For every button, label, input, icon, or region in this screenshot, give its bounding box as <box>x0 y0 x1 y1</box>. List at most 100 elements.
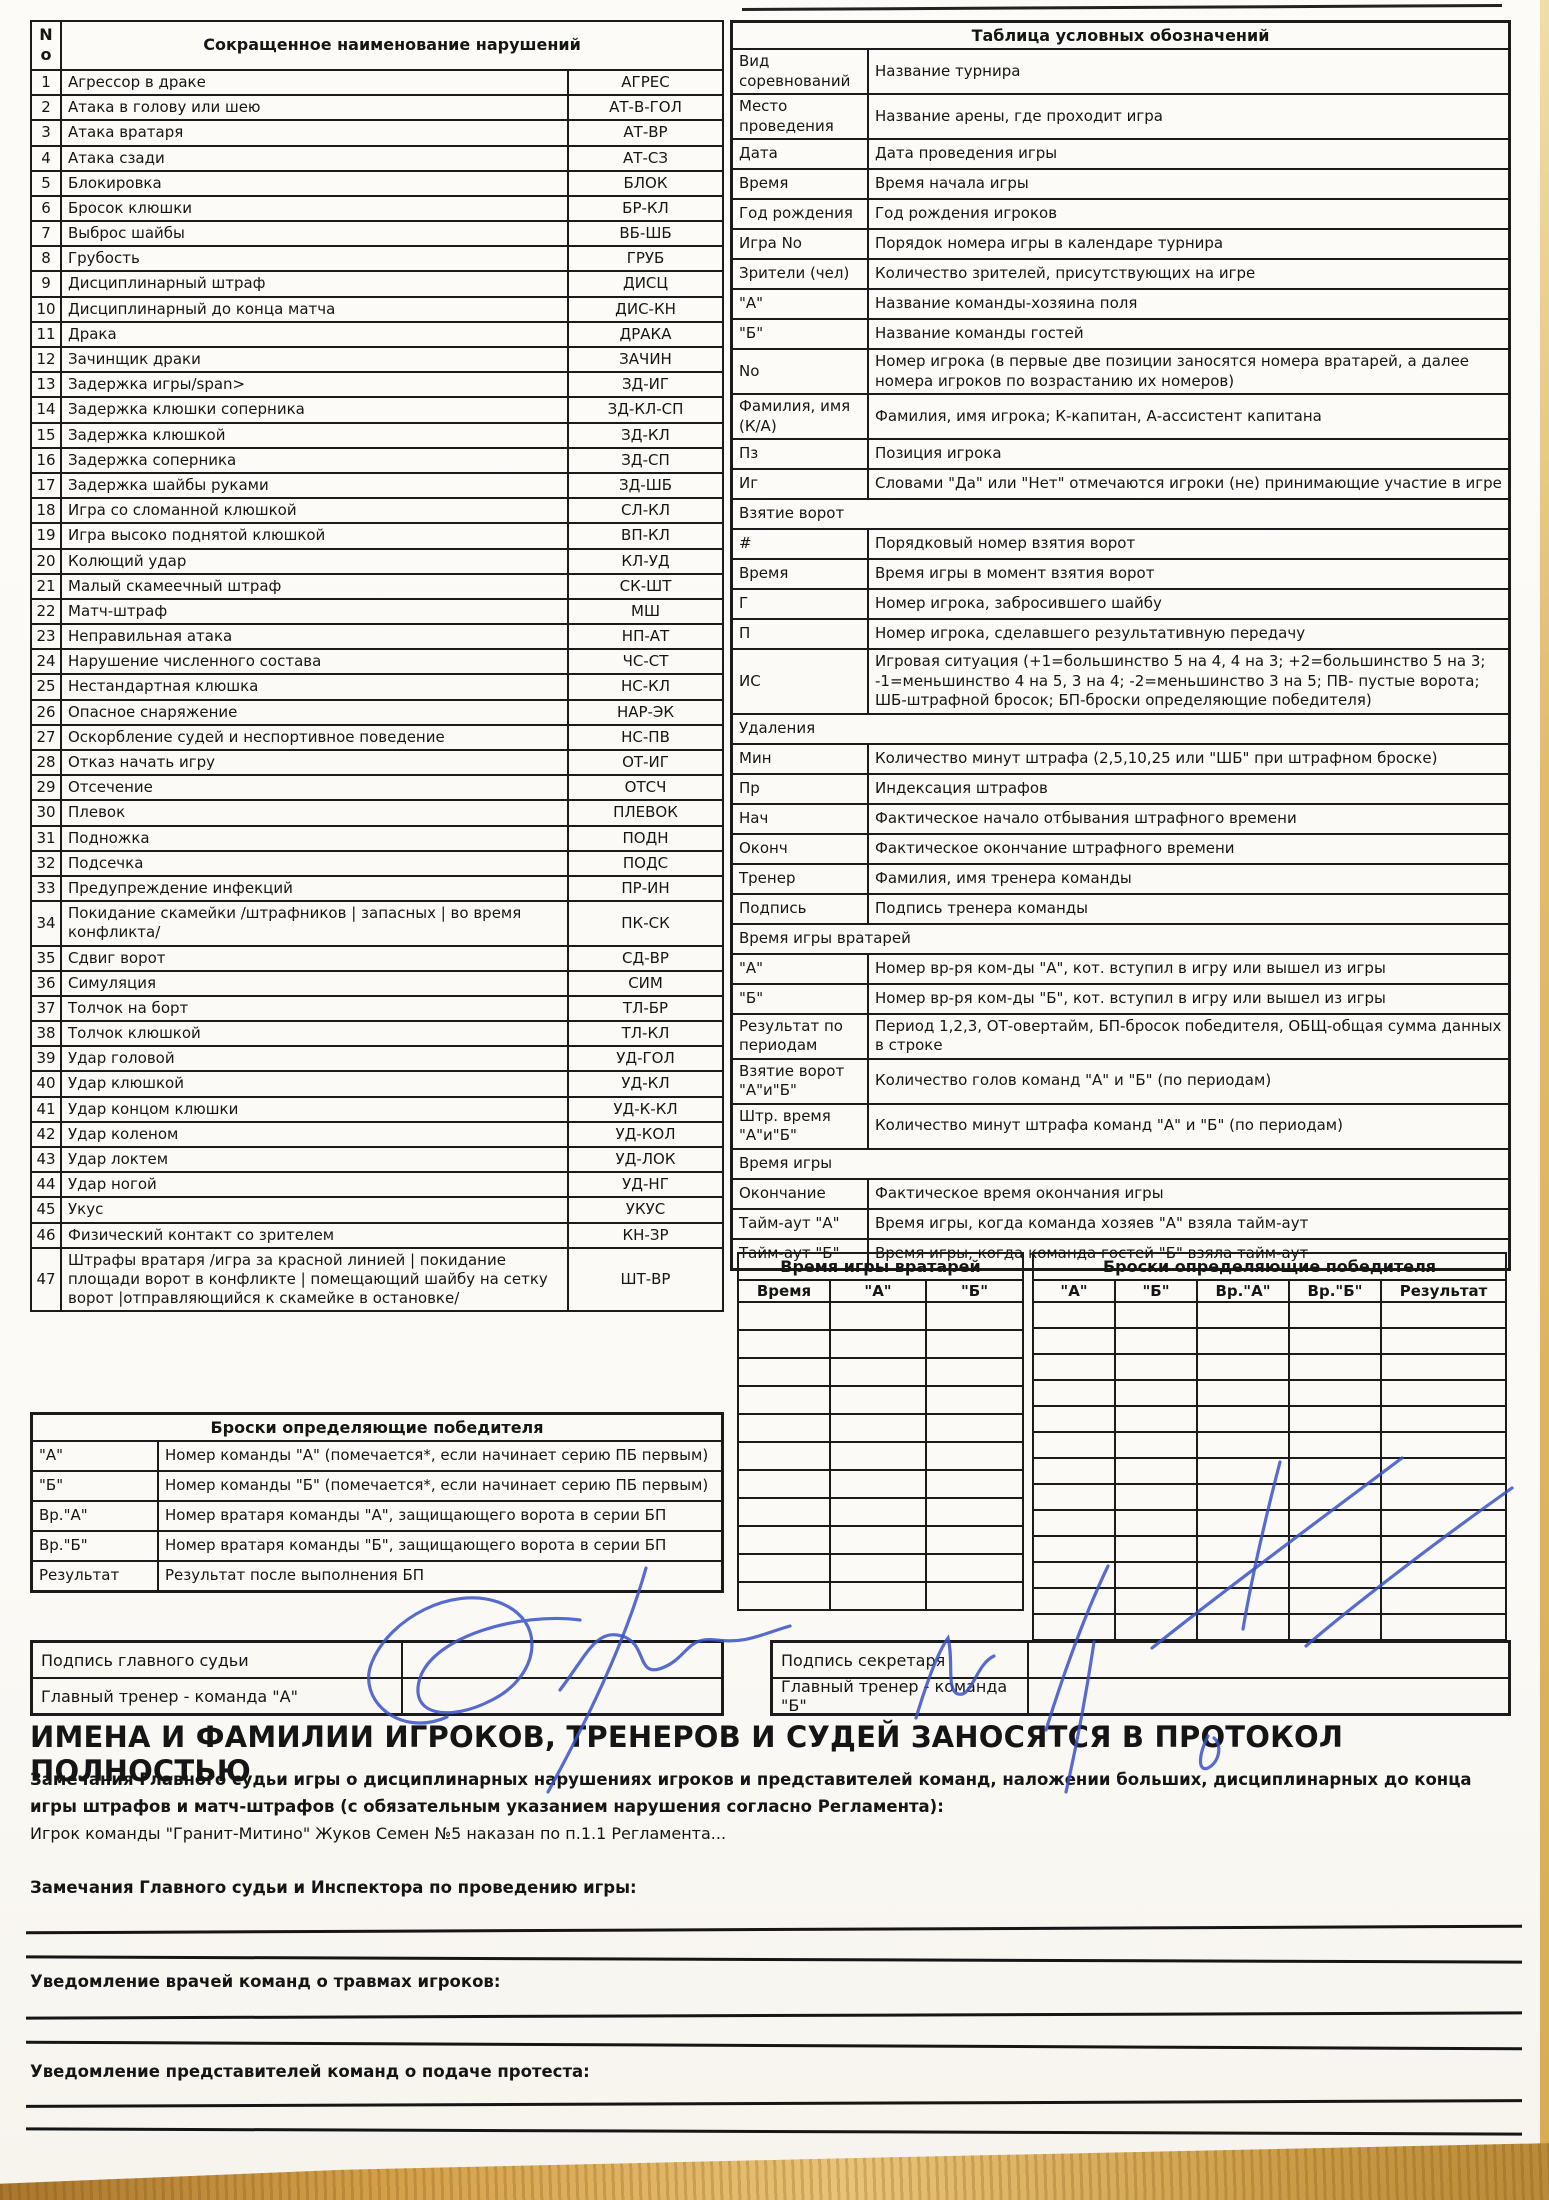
ruled-line <box>25 2011 1523 2020</box>
empty-cell <box>1114 1509 1198 1537</box>
empty-cell <box>829 1553 927 1583</box>
empty-cell <box>829 1413 927 1443</box>
empty-cell <box>1288 1457 1382 1485</box>
violation-row: 39 Удар головой УД-ГОЛ <box>30 1045 725 1073</box>
coach-a-signature-field <box>403 1679 721 1713</box>
legend-row: Зрители (чел) Количество зрителей, прису… <box>733 260 1508 290</box>
violation-number: 43 <box>30 1145 62 1174</box>
shootout-grid-empty-row <box>1032 1535 1508 1563</box>
violation-code: АТ-СЗ <box>566 144 725 172</box>
legend-description: Индексация штрафов <box>875 778 1048 797</box>
empty-cell <box>1032 1613 1116 1641</box>
violation-code: КЛ-УД <box>566 547 725 575</box>
shootout-legend-description: Номер вратаря команды "Б", защищающего в… <box>165 1536 667 1555</box>
empty-cell <box>1288 1405 1382 1433</box>
violation-row: 45 Укус УКУС <box>30 1196 725 1224</box>
signature-block-left: Подпись главного судьи Главный тренер - … <box>30 1640 724 1716</box>
violation-row: 23 Неправильная атака НП-АТ <box>30 623 725 651</box>
shootout-legend-row: Вр."А" Номер вратаря команды "А", защища… <box>33 1502 721 1532</box>
empty-cell <box>829 1357 927 1387</box>
violation-name: Игра высоко поднятой клюшкой <box>60 522 569 550</box>
legend-description: Порядковый номер взятия ворот <box>875 534 1136 553</box>
violation-code: МШ <box>566 597 725 626</box>
violation-name: Удар концом клюшки <box>60 1095 569 1123</box>
violation-name: Нарушение численного состава <box>60 648 569 676</box>
empty-cell <box>1196 1457 1290 1485</box>
legend-description: Фамилия, имя тренера команды <box>875 868 1132 887</box>
violation-code: УД-ЛОК <box>566 1145 725 1174</box>
empty-cell <box>737 1525 831 1555</box>
goalie-grid-header-row: Время "А" "Б" <box>737 1279 1024 1303</box>
empty-cell <box>1114 1535 1198 1563</box>
scan-top-edge-line <box>741 4 1503 11</box>
legend-description: Номер игрока, сделавшего результативную … <box>875 624 1306 643</box>
desk-surface-bottom <box>0 2143 1549 2200</box>
legend-term: "А" <box>733 290 869 318</box>
shootout-grid-col-header: "Б" <box>1114 1279 1198 1303</box>
violation-number: 41 <box>30 1095 62 1123</box>
empty-cell <box>1114 1483 1198 1511</box>
violation-number: 28 <box>30 748 62 777</box>
legend-row: "А" Название команды-хозяина поля <box>733 290 1508 320</box>
violation-code: ТЛ-БР <box>566 994 725 1023</box>
legend-row: Нач Фактическое начало отбывания штрафно… <box>733 804 1508 835</box>
violation-number: 36 <box>30 969 62 997</box>
violation-code: ПК-СК <box>566 900 725 947</box>
legend-term: Время <box>733 170 869 198</box>
violation-row: 43 Удар локтем УД-ЛОК <box>30 1145 725 1174</box>
violation-number: 45 <box>30 1196 62 1224</box>
legend-row: Время Время игры в момент взятия ворот <box>733 560 1508 590</box>
empty-cell <box>737 1441 831 1471</box>
legend-description: Название арены, где проходит игра <box>875 106 1163 125</box>
legend-description: Порядок номера игры в календаре турнира <box>875 234 1224 253</box>
violation-name: Толчок клюшкой <box>60 1020 569 1048</box>
secretary-signature-field <box>1029 1643 1508 1677</box>
violation-code: ПЛЕВОК <box>566 799 725 827</box>
goalie-grid-empty-row <box>737 1525 1024 1555</box>
violation-number: 17 <box>30 471 62 500</box>
empty-cell <box>1114 1405 1198 1433</box>
empty-cell <box>925 1525 1024 1555</box>
violation-row: 7 Выброс шайбы ВБ-ШБ <box>30 220 725 248</box>
violation-row: 2 Атака в голову или шею АТ-В-ГОЛ <box>30 94 725 122</box>
shootout-legend-term: "А" <box>33 1442 159 1470</box>
empty-cell <box>1114 1561 1198 1589</box>
violation-name: Плевок <box>60 799 569 827</box>
legend-term: Тренер <box>733 864 869 893</box>
violation-code: ОТ-ИГ <box>566 748 725 777</box>
legend-row: Удаления <box>733 715 1508 745</box>
violation-code: ГРУБ <box>566 245 725 273</box>
violation-row: 26 Опасное снаряжение НАР-ЭК <box>30 698 725 726</box>
violation-name: Блокировка <box>60 169 569 197</box>
goalie-grid-empty-row <box>737 1581 1024 1611</box>
legend-row: Оконч Фактическое окончание штрафного вр… <box>733 834 1508 865</box>
empty-cell <box>1114 1457 1198 1485</box>
violation-name: Подсечка <box>60 849 569 877</box>
violation-name: Задержка клюшкой <box>60 421 569 449</box>
empty-cell <box>737 1581 831 1611</box>
legend-row: Время игры <box>733 1150 1508 1180</box>
violation-row: 37 Толчок на борт ТЛ-БР <box>30 994 725 1023</box>
violation-number: 14 <box>30 396 62 424</box>
empty-cell <box>925 1469 1024 1499</box>
empty-cell <box>1032 1431 1116 1459</box>
violation-row: 32 Подсечка ПОДС <box>30 849 725 877</box>
legend-term: # <box>733 530 869 558</box>
legend-term: Зрители (чел) <box>733 260 869 288</box>
goalie-grid-empty-row <box>737 1385 1024 1415</box>
legend-description: Количество минут штрафа команд "А" и "Б"… <box>875 1116 1343 1135</box>
legend-term: Окончание <box>733 1179 869 1208</box>
empty-cell <box>925 1413 1024 1443</box>
legend-description: Количество голов команд "А" и "Б" (по пе… <box>875 1071 1272 1090</box>
violation-code: ЗД-СП <box>566 446 725 474</box>
violation-code: ОТСЧ <box>566 774 725 802</box>
violation-name: Отсечение <box>60 774 569 802</box>
empty-cell <box>1114 1327 1198 1355</box>
violation-code: УД-КОЛ <box>566 1120 725 1149</box>
legend-row: Тайм-аут "А" Время игры, когда команда х… <box>733 1209 1508 1240</box>
goalie-grid-empty-row <box>737 1497 1024 1527</box>
violation-name: Грубость <box>60 245 569 273</box>
legend-table: Таблица условных обозначений Вид соревно… <box>730 20 1511 1271</box>
violation-code: УКУС <box>566 1196 725 1224</box>
shootout-legend-row: "А" Номер команды "А" (помечается*, если… <box>33 1442 721 1472</box>
